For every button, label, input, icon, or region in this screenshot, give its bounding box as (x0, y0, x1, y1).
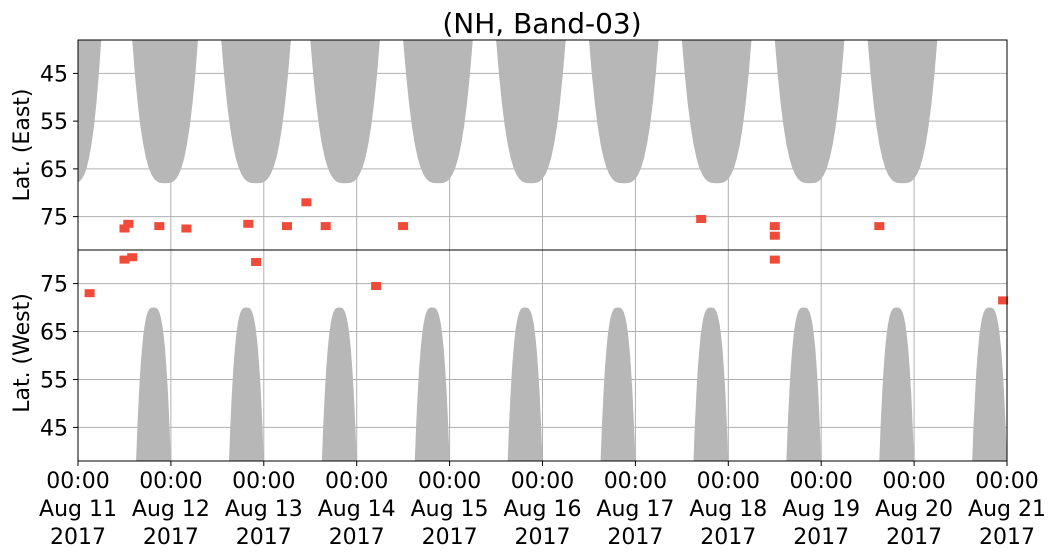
x-tick-label: 00:00 (232, 469, 295, 494)
axes-layer: 00:00 Aug 11 2017 00:00 Aug 12 2017 00:00 Aug 1… (39, 39, 1046, 550)
daylight-region (972, 307, 1007, 461)
y-tick-label: 45 (40, 62, 68, 87)
event-mark (874, 222, 885, 231)
daylight-region (321, 307, 357, 461)
x-tick-label: 00:00 (418, 469, 481, 494)
daylight-region (774, 40, 845, 184)
x-tick-label: Aug 12 (132, 497, 210, 522)
x-tick-label: Aug 17 (596, 497, 674, 522)
daylight-region (693, 307, 729, 461)
daylight-region (310, 40, 380, 184)
event-mark (769, 255, 780, 264)
x-tick-label: 2017 (236, 525, 292, 550)
x-tick-label: Aug 16 (504, 497, 582, 522)
y-tick-label: 55 (40, 110, 68, 135)
x-tick-label: 2017 (886, 525, 942, 550)
event-mark (119, 255, 130, 264)
event-mark (769, 231, 780, 240)
chart-title: (NH, Band-03) (442, 7, 641, 40)
y-tick-label: 65 (40, 321, 68, 346)
x-tick-label: 00:00 (46, 469, 109, 494)
x-tick-label: 00:00 (139, 469, 202, 494)
x-tick-label: 2017 (607, 525, 663, 550)
y-axis-label-east: Lat. (East) (10, 89, 35, 202)
x-tick-label: Aug 18 (689, 497, 767, 522)
y-tick-label: 45 (40, 416, 68, 441)
x-tick-label: Aug 15 (411, 497, 489, 522)
x-tick-label: 00:00 (789, 469, 852, 494)
event-mark (398, 222, 409, 231)
x-tick-label: Aug 21 (968, 497, 1046, 522)
x-tick-label: 00:00 (604, 469, 667, 494)
daylight-region (229, 307, 264, 461)
event-mark (154, 222, 165, 231)
x-tick-label: Aug 11 (39, 497, 117, 522)
x-tick-label: 2017 (793, 525, 849, 550)
x-tick-label: 2017 (329, 525, 385, 550)
event-mark (243, 219, 254, 228)
x-tick-label: 00:00 (975, 469, 1038, 494)
daylight-region (589, 40, 659, 184)
daylight-region (681, 40, 752, 184)
x-tick-label: 2017 (422, 525, 478, 550)
daylight-region (132, 40, 198, 184)
x-tick-label: Aug 20 (875, 497, 953, 522)
x-tick-label: Aug 13 (225, 497, 303, 522)
event-mark (84, 289, 95, 298)
x-tick-label: Aug 19 (782, 497, 860, 522)
event-mark (320, 222, 331, 231)
event-mark (127, 253, 138, 262)
daylight-region (879, 307, 915, 461)
y-tick-label: 65 (40, 158, 68, 183)
daylight-region (136, 307, 171, 461)
daylight-region (78, 40, 102, 184)
daylight-region (507, 307, 543, 461)
x-tick-label: 00:00 (325, 469, 388, 494)
event-mark (181, 224, 192, 233)
daylight-region (786, 307, 822, 461)
x-tick-label: 00:00 (882, 469, 945, 494)
y-tick-label: 75 (40, 273, 68, 298)
y-axis-label-west: Lat. (West) (10, 293, 35, 413)
x-tick-label: 2017 (143, 525, 199, 550)
event-mark (119, 224, 130, 233)
daylight-region (414, 307, 450, 461)
x-tick-label: 2017 (979, 525, 1035, 550)
daylight-region (403, 40, 473, 184)
event-mark (251, 258, 262, 266)
event-mark (371, 282, 382, 290)
event-layer (84, 198, 1009, 305)
daylight-region (496, 40, 566, 184)
x-tick-label: 00:00 (511, 469, 574, 494)
x-tick-label: Aug 14 (318, 497, 396, 522)
event-mark (696, 215, 707, 223)
x-tick-label: 2017 (50, 525, 106, 550)
y-tick-label: 55 (40, 368, 68, 393)
x-tick-label: 00:00 (697, 469, 760, 494)
event-mark (123, 219, 134, 228)
event-mark (998, 296, 1009, 305)
event-mark (301, 198, 312, 207)
daylight-region (600, 307, 636, 461)
event-mark (282, 222, 292, 231)
daylight-layer (78, 40, 1007, 461)
event-mark (769, 222, 780, 231)
x-tick-label: 2017 (700, 525, 756, 550)
daylight-region (221, 40, 291, 184)
y-tick-label: 75 (40, 206, 68, 231)
panel-frame-west (77, 249, 1008, 462)
x-tick-label: 2017 (515, 525, 571, 550)
daylight-region (867, 40, 938, 184)
